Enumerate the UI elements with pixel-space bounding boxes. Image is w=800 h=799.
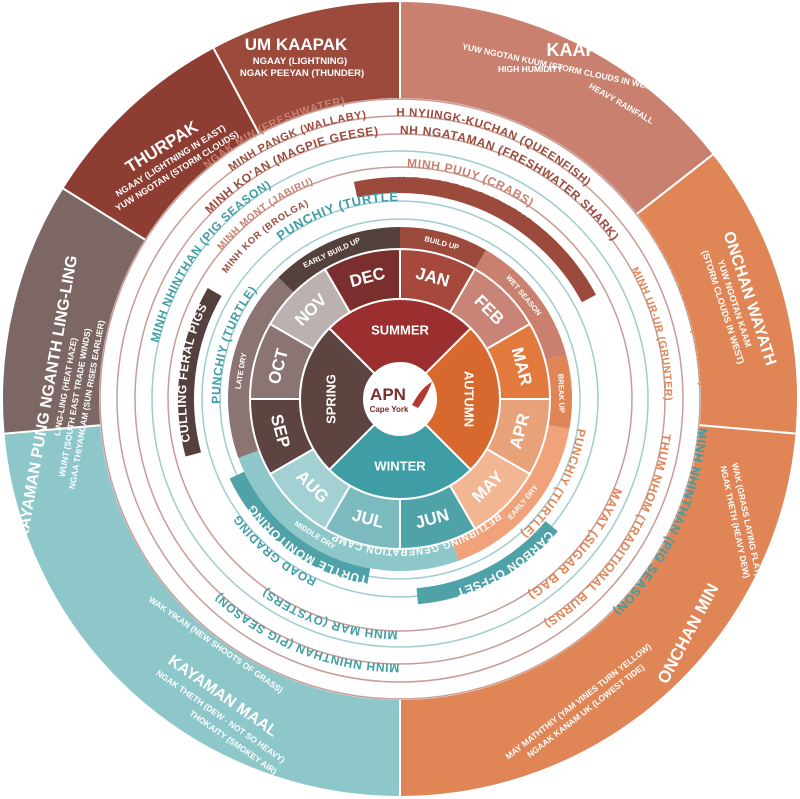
band-outline-ring (219, 218, 581, 580)
band-outline-ring (99, 98, 701, 700)
band-outline-ring (151, 150, 649, 648)
band-culling (178, 288, 222, 457)
um-kaapak-block: UM KAAPAK NGAAY (LIGHTNING) NGAK PEEYAN … (240, 35, 364, 79)
season-label-spring: SPRING (323, 374, 338, 424)
season-label-summer: SUMMER (371, 322, 429, 337)
band-outline-ring (167, 166, 633, 632)
western-band-4 (238, 450, 459, 571)
band-outline-ring (201, 200, 599, 598)
band-carbon (416, 521, 558, 605)
season-label-winter: WINTER (374, 458, 426, 473)
logo-name: APN (370, 385, 406, 404)
western-band-5 (228, 277, 294, 458)
kaap-title: KAAP (546, 40, 597, 60)
season-label-autumn: AUTUMN (462, 371, 477, 427)
um-kaapak-line-1: NGAAY (LIGHTNING) (253, 56, 347, 67)
western-band-0 (400, 227, 486, 270)
band-outline-ring (134, 133, 666, 665)
apn-logo: APN Cape York (364, 363, 436, 435)
activity-bands (99, 98, 701, 700)
western-band-6 (278, 227, 400, 293)
um-kaapak-line-2: NGAK PEEYAN (THUNDER) (240, 68, 364, 79)
western-band-3 (451, 425, 570, 561)
western-band-1 (475, 250, 567, 361)
kaap-line-2: HIGH HUMIDITY (498, 64, 563, 74)
band-road-grading (206, 463, 320, 586)
western-season-label: BREAK UP (556, 374, 566, 413)
season-ring: SUMMER AUTUMN WINTER SPRING (299, 298, 501, 500)
band-outline-ring (116, 115, 684, 683)
bird-wing-icon (412, 382, 432, 408)
western-band-2 (544, 354, 572, 429)
um-kaapak-title: UM KAAPAK (245, 35, 348, 54)
logo-sub: Cape York (370, 405, 409, 414)
band-marine-debris (353, 177, 597, 303)
